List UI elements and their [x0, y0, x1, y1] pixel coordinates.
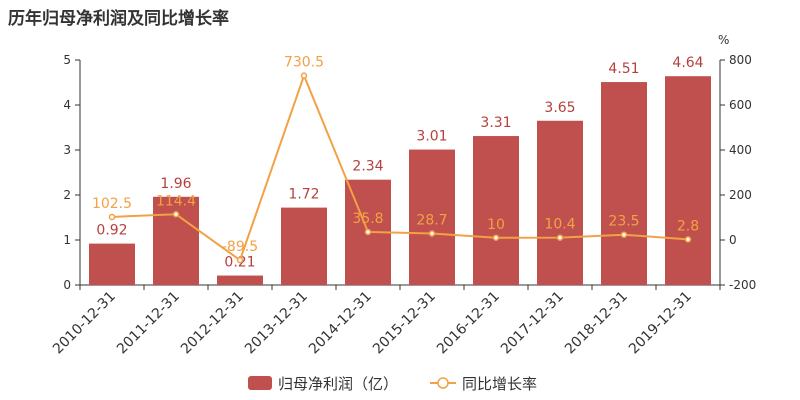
y-left-tick-label: 1 — [63, 233, 71, 247]
growth-value-label: 10.4 — [544, 217, 575, 233]
bar — [217, 275, 263, 285]
y-right-tick-label: 600 — [729, 98, 752, 112]
x-tick-label: 2012-12-31 — [178, 289, 247, 358]
growth-value-label: 114.4 — [156, 193, 196, 209]
y-right-tick-label: 200 — [729, 188, 752, 202]
y-left-tick-label: 4 — [63, 98, 71, 112]
bar-value-label: 3.31 — [480, 115, 511, 131]
growth-point — [684, 236, 692, 243]
bar — [537, 120, 583, 285]
bar-value-label: 2.34 — [352, 159, 383, 175]
y-left-tick-label: 2 — [63, 188, 71, 202]
growth-point — [236, 256, 244, 264]
y-right-tick-label: 800 — [729, 53, 752, 67]
legend-line-marker — [437, 377, 449, 389]
y-right-tick-label: 400 — [729, 143, 752, 157]
growth-value-label: 2.8 — [677, 218, 699, 234]
growth-value-label: -89.5 — [222, 239, 258, 255]
x-tick-label: 2014-12-31 — [306, 289, 375, 358]
bar — [89, 243, 135, 285]
bar — [473, 136, 519, 285]
x-tick-label: 2016-12-31 — [434, 289, 503, 358]
bar — [409, 149, 455, 285]
y-left-tick-label: 0 — [63, 278, 71, 292]
bar-value-label: 3.01 — [416, 129, 447, 145]
bar-value-label: 1.96 — [160, 176, 191, 192]
legend-bar-label: 归母净利润（亿） — [278, 375, 398, 393]
growth-point — [428, 230, 436, 237]
chart-title: 历年归母净利润及同比增长率 — [8, 9, 229, 29]
y-right-tick-label: 0 — [729, 233, 737, 247]
x-tick-label: 2010-12-31 — [50, 289, 119, 358]
y-right-unit: % — [718, 33, 729, 47]
legend-bar-swatch — [248, 376, 272, 390]
bar — [153, 196, 199, 285]
bar — [601, 82, 647, 285]
y-left-tick-label: 5 — [63, 53, 71, 67]
growth-value-label: 730.5 — [284, 55, 324, 71]
growth-value-label: 23.5 — [608, 214, 639, 230]
bar-value-label: 3.65 — [544, 100, 575, 116]
x-tick-label: 2018-12-31 — [562, 289, 631, 358]
growth-point — [172, 211, 180, 218]
bar-value-label: 1.72 — [288, 187, 319, 203]
legend-line-label: 同比增长率 — [462, 375, 537, 393]
bar-value-label: 4.51 — [608, 61, 639, 77]
growth-point — [108, 213, 116, 221]
growth-value-label: 10 — [487, 217, 505, 233]
bar — [281, 207, 327, 285]
y-right-tick-label: -200 — [729, 278, 756, 292]
bar-value-label: 0.92 — [96, 223, 127, 239]
x-tick-label: 2013-12-31 — [242, 289, 311, 358]
growth-value-label: 28.7 — [416, 213, 447, 229]
x-tick-label: 2017-12-31 — [498, 289, 567, 358]
growth-value-label: 35.8 — [352, 211, 383, 227]
growth-point — [620, 231, 628, 238]
x-tick-label: 2011-12-31 — [114, 289, 183, 358]
growth-point — [300, 72, 308, 79]
growth-value-label: 102.5 — [92, 196, 132, 212]
growth-line — [111, 72, 689, 262]
x-tick-label: 2019-12-31 — [626, 289, 695, 358]
growth-point — [364, 228, 372, 236]
growth-point — [492, 234, 500, 241]
bar-value-label: 4.64 — [672, 55, 703, 71]
bar — [665, 76, 711, 285]
x-tick-label: 2015-12-31 — [370, 289, 439, 358]
y-left-tick-label: 3 — [63, 143, 71, 157]
growth-point — [556, 234, 564, 241]
